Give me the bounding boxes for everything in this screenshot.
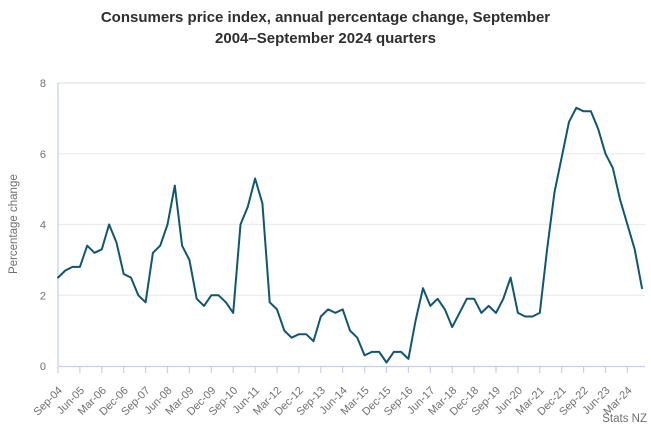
- chart-title-line1: Consumers price index, annual percentage…: [100, 9, 551, 26]
- cpi-annual-change-line: [57, 106, 643, 364]
- y-tick-label: 0: [40, 361, 46, 373]
- y-tick-label: 6: [40, 149, 46, 161]
- source-attribution: Stats NZ: [602, 413, 647, 425]
- y-tick-label: 8: [40, 78, 46, 90]
- chart-title: Consumers price index, annual percentage…: [0, 7, 651, 49]
- y-tick-label: 2: [40, 290, 46, 302]
- chart-title-line2: 2004–September 2024 quarters: [215, 30, 436, 47]
- y-tick-label: 4: [40, 220, 46, 232]
